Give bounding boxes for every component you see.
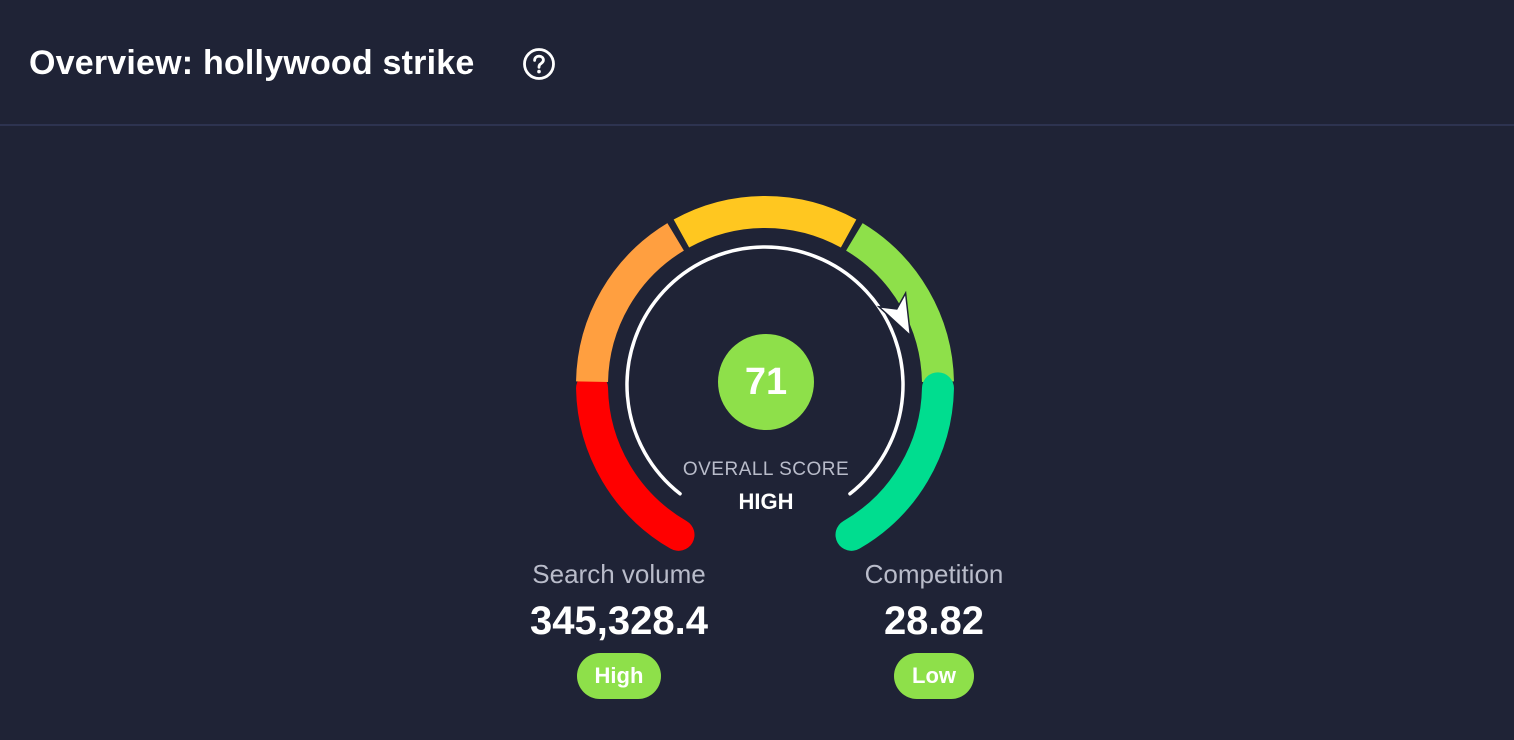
gauge-segments <box>576 196 954 551</box>
question-circle-icon[interactable] <box>522 47 556 81</box>
competition-metric: Competition 28.82 Low <box>804 557 1064 699</box>
gauge-inner-arc <box>625 245 905 496</box>
competition-badge: Low <box>894 653 974 699</box>
overall-score-value: 71 <box>718 334 814 430</box>
search-volume-badge: High <box>576 653 662 699</box>
overall-score-rating: HIGH <box>738 489 794 514</box>
page-title: Overview: hollywood strike <box>29 44 475 82</box>
gauge-segment-5 <box>835 372 954 551</box>
gauge-segment-1 <box>576 372 695 551</box>
gauge-segment-4 <box>845 223 954 383</box>
overall-score-label: OVERALL SCORE <box>682 459 850 480</box>
gauge-segment-3 <box>673 196 857 248</box>
search-volume-metric: Search volume 345,328.4 High <box>489 557 749 699</box>
competition-label: Competition <box>864 559 1004 589</box>
search-volume-label: Search volume <box>532 559 706 589</box>
gauge-pointer <box>876 290 912 338</box>
panel-header: Overview: hollywood strike <box>0 0 1514 126</box>
search-volume-value: 345,328.4 <box>530 599 708 643</box>
gauge-segment-2 <box>576 223 685 383</box>
competition-value: 28.82 <box>883 599 985 643</box>
